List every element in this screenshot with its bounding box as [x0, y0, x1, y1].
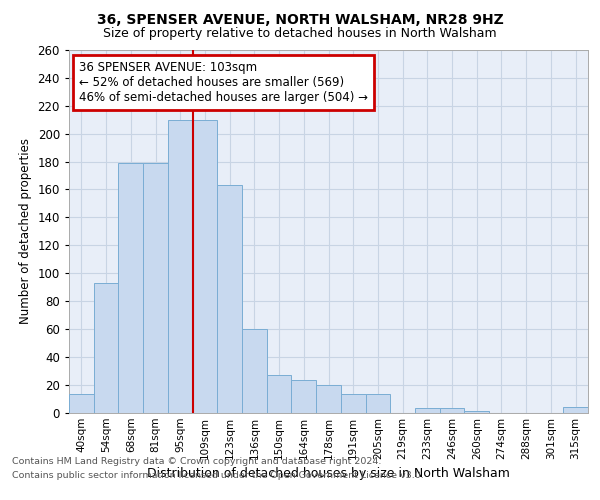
Bar [316, 384, 341, 412]
Bar [292, 380, 316, 412]
Bar [440, 408, 464, 412]
Text: Contains HM Land Registry data © Crown copyright and database right 2024.: Contains HM Land Registry data © Crown c… [12, 458, 382, 466]
Bar [217, 185, 242, 412]
Bar [69, 394, 94, 412]
Text: 36, SPENSER AVENUE, NORTH WALSHAM, NR28 9HZ: 36, SPENSER AVENUE, NORTH WALSHAM, NR28 … [97, 12, 503, 26]
Bar [168, 120, 193, 412]
Bar [94, 283, 118, 412]
Bar [118, 163, 143, 412]
Bar [267, 375, 292, 412]
Text: Size of property relative to detached houses in North Walsham: Size of property relative to detached ho… [103, 28, 497, 40]
Bar [242, 329, 267, 412]
Text: 36 SPENSER AVENUE: 103sqm
← 52% of detached houses are smaller (569)
46% of semi: 36 SPENSER AVENUE: 103sqm ← 52% of detac… [79, 61, 368, 104]
Bar [193, 120, 217, 412]
Y-axis label: Number of detached properties: Number of detached properties [19, 138, 32, 324]
Bar [143, 163, 168, 412]
Text: Contains public sector information licensed under the Open Government Licence v3: Contains public sector information licen… [12, 471, 424, 480]
Bar [415, 408, 440, 412]
Bar [365, 394, 390, 412]
Bar [464, 411, 489, 412]
X-axis label: Distribution of detached houses by size in North Walsham: Distribution of detached houses by size … [147, 467, 510, 480]
Bar [563, 407, 588, 412]
Bar [341, 394, 365, 412]
